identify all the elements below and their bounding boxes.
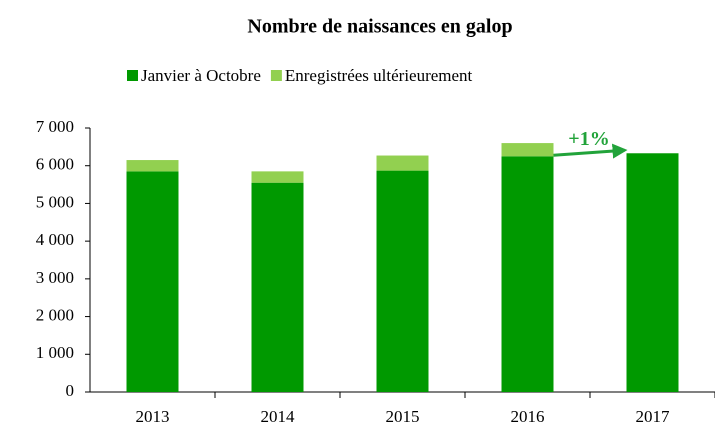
- bar: [126, 171, 179, 392]
- legend-swatch: [127, 70, 138, 81]
- bar: [251, 171, 304, 183]
- y-tick-label: 1 000: [36, 343, 74, 362]
- bar: [126, 160, 179, 172]
- x-tick-label: 2014: [261, 407, 296, 426]
- bar: [501, 143, 554, 157]
- x-tick-label: 2017: [636, 407, 671, 426]
- y-tick-label: 0: [66, 381, 75, 400]
- x-tick-label: 2015: [386, 407, 420, 426]
- legend-label: Enregistrées ultérieurement: [285, 66, 473, 85]
- y-tick-label: 7 000: [36, 117, 74, 136]
- y-tick-label: 2 000: [36, 305, 74, 324]
- bar: [376, 155, 429, 171]
- y-tick-label: 6 000: [36, 155, 74, 174]
- legend-swatch: [270, 70, 282, 81]
- x-tick-label: 2016: [511, 407, 545, 426]
- bar: [251, 182, 304, 392]
- bar: [376, 170, 429, 392]
- chart-title: Nombre de naissances en galop: [247, 16, 512, 38]
- y-tick-label: 4 000: [36, 230, 74, 249]
- x-tick-label: 2013: [136, 407, 170, 426]
- legend-label: Janvier à Octobre: [141, 66, 261, 85]
- annotation: +1%: [568, 128, 609, 150]
- annotation-arrow: [553, 143, 628, 159]
- bar: [501, 156, 554, 392]
- bar: [626, 153, 679, 392]
- y-tick-label: 3 000: [36, 268, 74, 287]
- y-tick-label: 5 000: [36, 192, 74, 211]
